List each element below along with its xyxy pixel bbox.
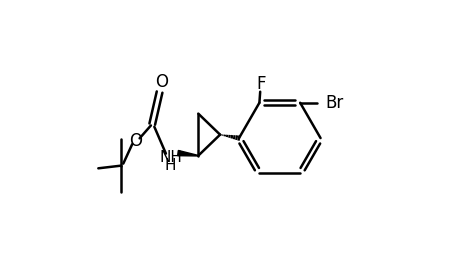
Polygon shape — [178, 150, 198, 156]
Text: O: O — [155, 73, 168, 91]
Text: H: H — [165, 158, 176, 173]
Text: Br: Br — [325, 94, 343, 112]
Text: O: O — [129, 133, 143, 150]
Text: F: F — [257, 75, 266, 93]
Text: NH: NH — [159, 149, 182, 165]
